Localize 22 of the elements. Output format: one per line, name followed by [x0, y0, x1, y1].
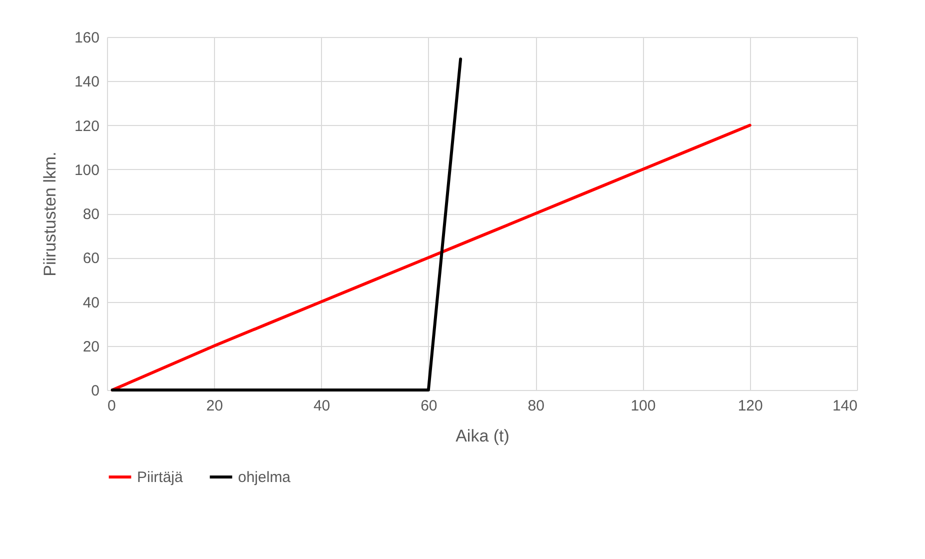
- legend-label: ohjelma: [238, 469, 292, 486]
- x-tick-label: 0: [108, 398, 116, 414]
- y-tick-label: 80: [82, 206, 100, 223]
- y-tick-label: 20: [82, 338, 100, 356]
- legend-label: Piirtäjä: [137, 469, 184, 486]
- y-tick-label: 120: [74, 118, 100, 135]
- x-tick-label: 80: [528, 398, 544, 414]
- x-tick-label: 60: [420, 398, 438, 414]
- y-tick-label: 160: [74, 30, 100, 46]
- x-tick-label: 120: [738, 398, 763, 414]
- x-axis-title: Aika (t): [456, 426, 510, 446]
- y-tick-label: 140: [74, 74, 100, 91]
- y-tick-label: 60: [82, 250, 100, 268]
- y-axis-title: Piirustusten lkm.: [40, 152, 60, 276]
- y-tick-label: 40: [82, 294, 100, 312]
- x-tick-label: 40: [313, 398, 330, 414]
- x-tick-label: 100: [630, 398, 656, 414]
- line-series: [110, 124, 752, 392]
- y-tick-label: 100: [74, 162, 100, 179]
- y-tick-label: 0: [91, 382, 100, 400]
- x-tick-label: 140: [832, 398, 858, 414]
- x-tick-label: 20: [206, 398, 223, 414]
